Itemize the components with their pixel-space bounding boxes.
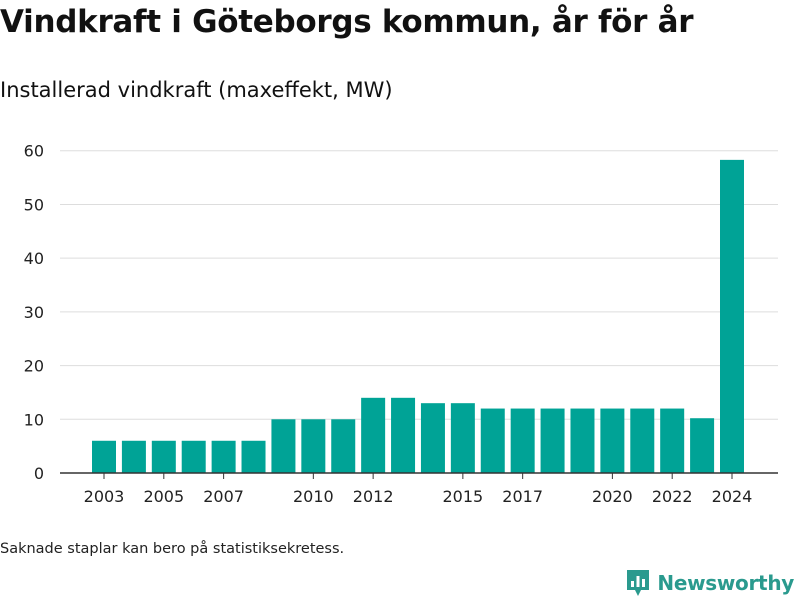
y-tick-label: 30: [24, 303, 44, 322]
x-tick-label: 2017: [502, 487, 543, 506]
bar-2014: [420, 403, 445, 473]
bar-2015: [450, 403, 475, 473]
bar-2016: [480, 408, 505, 473]
x-tick-label: 2005: [143, 487, 184, 506]
y-tick-label: 60: [24, 142, 44, 161]
bar-2020: [600, 408, 625, 473]
brand-name: Newsworthy: [657, 571, 794, 595]
y-tick-label: 50: [24, 195, 44, 214]
bar-2012: [361, 397, 386, 473]
bar-2003: [92, 440, 116, 473]
bar-chart: 0 10 20 30 40 50 60 2003 2005 2007 2010 2012 2015 201…: [24, 142, 778, 506]
bar-2018: [540, 408, 565, 473]
y-tick-label: 10: [24, 410, 44, 429]
bar-2022: [660, 408, 685, 473]
chart-title: Vindkraft i Göteborgs kommun, år för år: [0, 4, 694, 40]
bar-2017: [510, 408, 535, 473]
newsworthy-logo-icon: [627, 570, 650, 596]
y-tick-label: 20: [24, 357, 44, 376]
bar-2010: [301, 419, 326, 473]
x-tick-label: 2024: [712, 487, 753, 506]
bar-2021: [630, 408, 655, 473]
footnote: Saknade staplar kan bero på statistiksek…: [0, 541, 345, 557]
bar-2006: [181, 440, 206, 473]
x-tick-label: 2010: [293, 487, 334, 506]
bar-2024: [720, 159, 744, 473]
bar-2004: [121, 440, 146, 473]
x-tick-label: 2003: [84, 487, 125, 506]
x-tick-label: 2012: [353, 487, 394, 506]
x-tick-label: 2015: [442, 487, 483, 506]
x-tick-label: 2020: [592, 487, 633, 506]
y-tick-label: 0: [34, 464, 44, 483]
bar-2013: [391, 397, 416, 473]
bar-2019: [570, 408, 595, 473]
bar-2005: [151, 440, 176, 473]
bar-2023: [690, 418, 715, 473]
x-tick-label: 2022: [652, 487, 693, 506]
bar-2007: [211, 440, 236, 473]
bar-2009: [271, 419, 296, 473]
bar-2011: [331, 419, 356, 473]
chart-subtitle: Installerad vindkraft (maxeffekt, MW): [0, 78, 393, 102]
x-tick-label: 2007: [203, 487, 244, 506]
y-tick-label: 40: [24, 249, 44, 268]
bar-2008: [241, 440, 266, 473]
brand-logo[interactable]: Newsworthy: [625, 568, 794, 598]
